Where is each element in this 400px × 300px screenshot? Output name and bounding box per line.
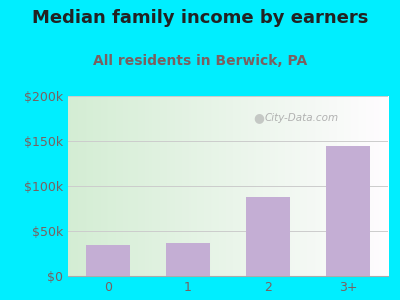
Bar — [166, 243, 210, 276]
Bar — [246, 197, 290, 276]
Text: All residents in Berwick, PA: All residents in Berwick, PA — [93, 54, 307, 68]
Bar — [86, 244, 130, 276]
Text: ●: ● — [253, 111, 264, 124]
Text: City-Data.com: City-Data.com — [264, 112, 339, 123]
Text: Median family income by earners: Median family income by earners — [32, 9, 368, 27]
Bar — [326, 146, 370, 276]
